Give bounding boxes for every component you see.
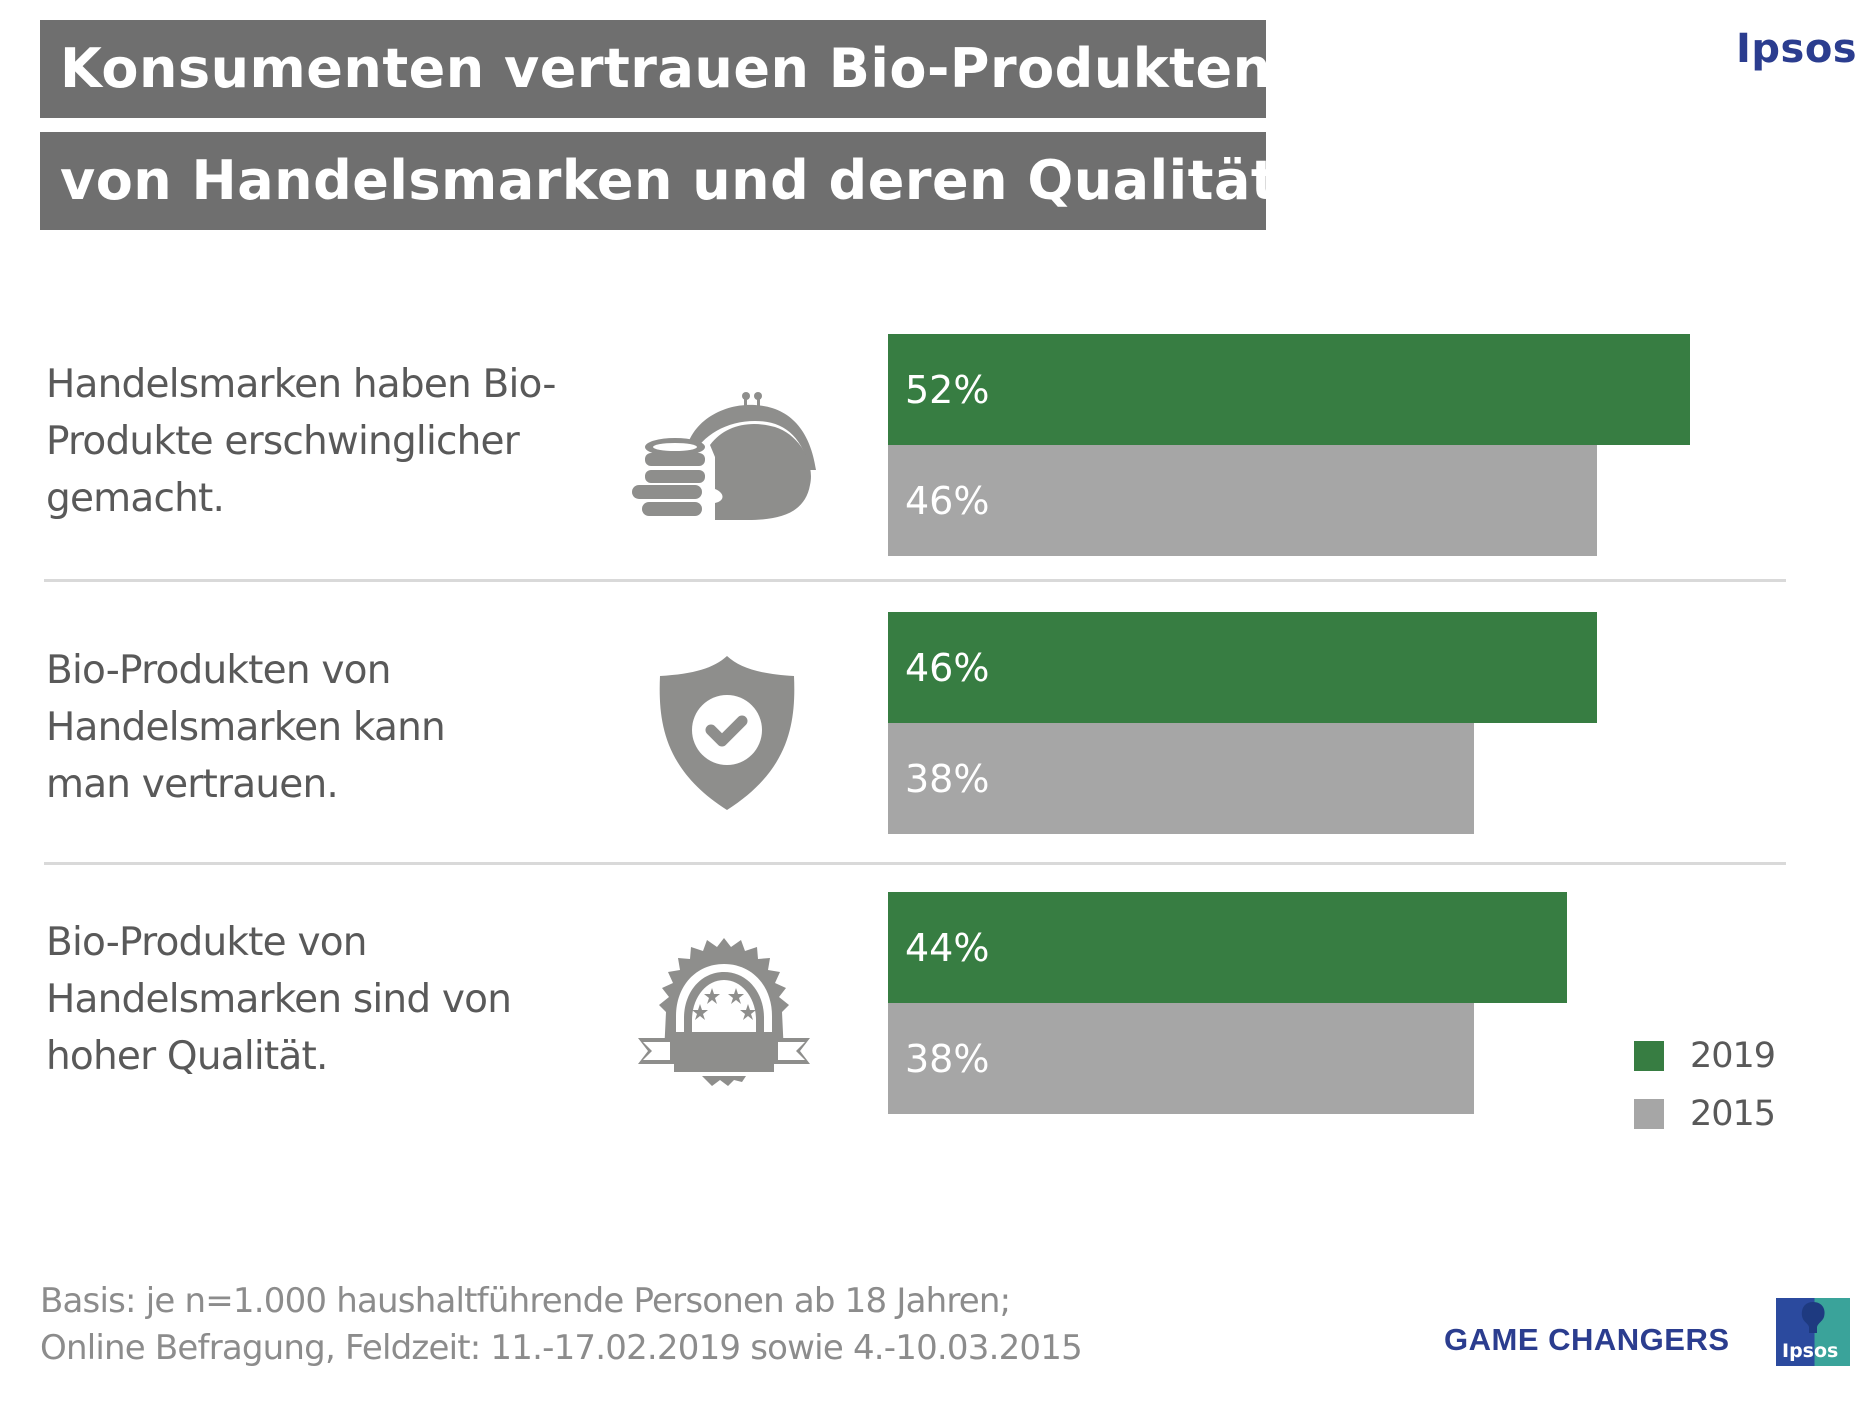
bar-2015-trust: 38% [888,723,1474,834]
title-line-2: von Handelsmarken und deren Qualität [40,132,1277,230]
row-label-line: Handelsmarken haben Bio- [46,362,556,407]
row-label-affordable: Handelsmarken haben Bio- Produkte erschw… [46,356,606,527]
row-label-line: Produkte erschwinglicher [46,419,520,464]
row-label-line: Handelsmarken sind von [46,977,512,1022]
bar-value-label: 38% [905,1036,990,1081]
brand-logo-text: Ipsos [1736,26,1858,72]
bar-value-label: 46% [905,645,990,690]
legend-label: 2015 [1690,1094,1776,1134]
head-silhouette-icon [1801,1302,1825,1333]
bar-value-label: 46% [905,478,990,523]
legend-item-2015: 2015 [1634,1094,1776,1134]
legend-swatch-2015 [1634,1099,1664,1129]
row-label-line: hoher Qualität. [46,1034,328,1079]
bar-2019-trust: 46% [888,612,1597,723]
bar-2015-affordable: 46% [888,445,1597,556]
row-label-trust: Bio-Produkten von Handelsmarken kann man… [46,642,606,813]
legend-swatch-2019 [1634,1041,1664,1071]
bar-2015-quality: 38% [888,1003,1474,1114]
bar-value-label: 38% [905,756,990,801]
ipsos-logo: Ipsos [1776,1298,1850,1366]
row-divider [44,579,1786,582]
quality-badge-icon [638,938,810,1086]
row-label-line: Handelsmarken kann [46,705,446,750]
row-divider [44,862,1786,865]
footnote-line: Basis: je n=1.000 haushaltführende Perso… [40,1281,1011,1321]
row-label-quality: Bio-Produkte von Handelsmarken sind von … [46,914,606,1085]
footnote-line: Online Befragung, Feldzeit: 11.-17.02.20… [40,1328,1083,1368]
row-label-line: man vertrauen. [46,762,339,807]
title-line-1: Konsumenten vertrauen Bio-Produkten [40,20,1271,118]
ipsos-logo-text: Ipsos [1782,1340,1839,1362]
bar-2019-affordable: 52% [888,334,1690,445]
tagline: GAME CHANGERS [1444,1322,1730,1357]
row-label-line: Bio-Produkten von [46,648,391,693]
bar-value-label: 44% [905,925,990,970]
row-label-line: gemacht. [46,476,225,521]
methodology-footnote: Basis: je n=1.000 haushaltführende Perso… [40,1278,1083,1372]
legend-label: 2019 [1690,1036,1776,1076]
row-label-line: Bio-Produkte von [46,920,368,965]
bar-2019-quality: 44% [888,892,1567,1003]
shield-check-icon [659,656,795,810]
purse-coins-icon [632,392,816,520]
bar-value-label: 52% [905,367,990,412]
legend-item-2019: 2019 [1634,1036,1776,1076]
